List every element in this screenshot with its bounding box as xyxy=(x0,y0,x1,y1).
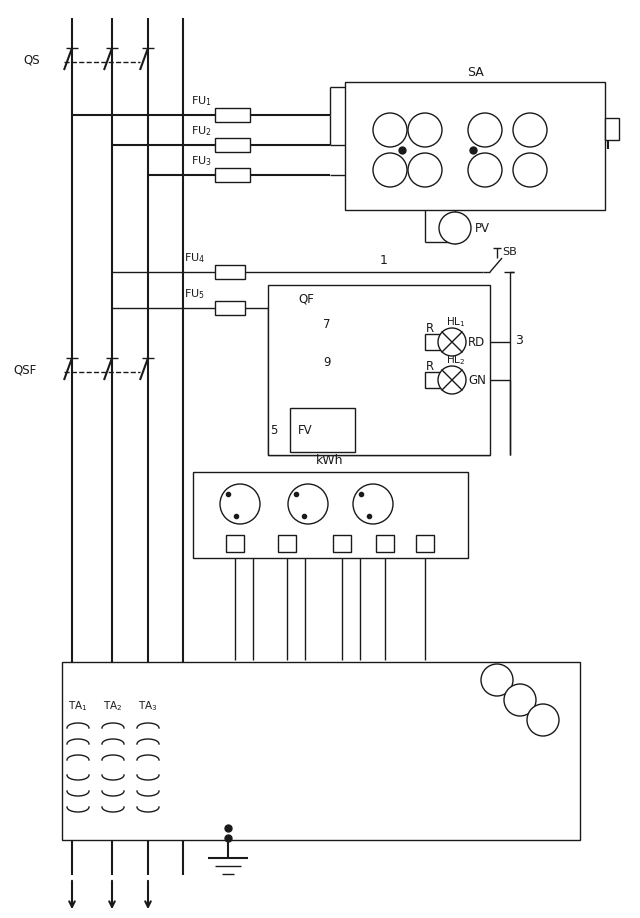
Circle shape xyxy=(353,484,393,524)
Text: R: R xyxy=(426,321,434,334)
Bar xyxy=(345,82,605,210)
Circle shape xyxy=(513,113,547,147)
Bar xyxy=(605,118,619,140)
Text: 4: 4 xyxy=(526,163,534,176)
Text: R: R xyxy=(426,360,434,373)
Bar xyxy=(425,334,447,350)
Text: 8: 8 xyxy=(421,163,429,176)
Circle shape xyxy=(373,153,407,187)
Circle shape xyxy=(468,153,502,187)
Text: 5: 5 xyxy=(270,423,277,436)
Circle shape xyxy=(408,113,442,147)
Circle shape xyxy=(504,684,536,716)
Text: FV: FV xyxy=(298,423,312,436)
Bar xyxy=(278,535,296,552)
Text: 5: 5 xyxy=(421,124,429,137)
Text: V: V xyxy=(451,221,460,234)
Text: A: A xyxy=(493,674,501,687)
Text: QF: QF xyxy=(298,293,314,306)
Text: FU$_4$: FU$_4$ xyxy=(184,252,205,265)
Circle shape xyxy=(513,153,547,187)
Text: HL$_2$: HL$_2$ xyxy=(446,353,465,367)
Bar xyxy=(215,301,245,315)
Text: A: A xyxy=(516,693,524,707)
Bar xyxy=(215,265,245,279)
Text: 3: 3 xyxy=(515,333,523,346)
Text: GN: GN xyxy=(468,374,486,386)
Text: 7: 7 xyxy=(387,163,394,176)
Text: A: A xyxy=(539,713,547,726)
Text: 6: 6 xyxy=(387,124,394,137)
Text: FU$_5$: FU$_5$ xyxy=(184,287,205,301)
Bar xyxy=(268,285,490,455)
Text: TA$_3$: TA$_3$ xyxy=(138,700,158,713)
Circle shape xyxy=(481,664,513,696)
Text: TA$_1$: TA$_1$ xyxy=(68,700,88,713)
Circle shape xyxy=(439,212,471,244)
Circle shape xyxy=(527,704,559,736)
Text: QSF: QSF xyxy=(13,364,37,376)
Circle shape xyxy=(288,484,328,524)
Text: SA: SA xyxy=(467,65,483,79)
Text: FU$_2$: FU$_2$ xyxy=(191,124,212,138)
Text: 3: 3 xyxy=(481,163,489,176)
Circle shape xyxy=(438,366,466,394)
Text: 1: 1 xyxy=(526,124,534,137)
Text: 2: 2 xyxy=(481,124,489,137)
Text: kWh: kWh xyxy=(316,453,344,466)
Bar xyxy=(215,168,250,182)
Bar xyxy=(376,535,394,552)
Circle shape xyxy=(468,113,502,147)
Text: 7: 7 xyxy=(323,318,330,330)
Bar xyxy=(333,535,351,552)
Bar xyxy=(62,662,580,840)
Text: FU$_3$: FU$_3$ xyxy=(191,154,212,168)
Text: FU$_1$: FU$_1$ xyxy=(191,95,212,108)
Bar xyxy=(226,535,244,552)
Text: HL$_1$: HL$_1$ xyxy=(446,315,466,329)
Text: 1: 1 xyxy=(380,253,388,266)
Bar xyxy=(215,138,250,152)
Text: RD: RD xyxy=(468,335,485,349)
Text: PV: PV xyxy=(475,221,490,234)
Bar xyxy=(425,372,447,388)
Circle shape xyxy=(220,484,260,524)
Circle shape xyxy=(438,328,466,356)
Bar xyxy=(290,408,355,452)
Text: 9: 9 xyxy=(323,355,330,368)
Circle shape xyxy=(373,113,407,147)
Circle shape xyxy=(408,153,442,187)
Text: QS: QS xyxy=(24,53,40,66)
Text: SB: SB xyxy=(502,247,516,257)
Bar xyxy=(193,472,468,558)
Bar xyxy=(215,108,250,122)
Text: TA$_2$: TA$_2$ xyxy=(103,700,123,713)
Bar xyxy=(416,535,434,552)
